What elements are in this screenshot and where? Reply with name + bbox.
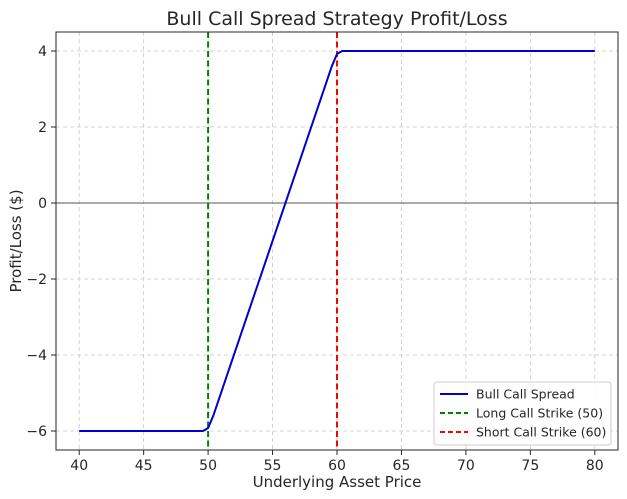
x-tick-label: 70 [457, 458, 475, 474]
legend-label-long-call-strike: Long Call Strike (50) [476, 406, 603, 421]
chart-title: Bull Call Spread Strategy Profit/Loss [166, 8, 507, 30]
y-tick-label: 0 [38, 196, 47, 212]
x-tick-label: 40 [70, 458, 88, 474]
x-tick-label: 80 [586, 458, 604, 474]
y-tick-label: −2 [26, 272, 47, 288]
x-axis-ticks: 40 45 50 55 60 65 70 75 80 [70, 450, 604, 474]
x-tick-label: 50 [199, 458, 217, 474]
legend-box [433, 381, 612, 446]
x-axis-label: Underlying Asset Price [253, 473, 422, 491]
x-tick-label: 60 [328, 458, 346, 474]
series-layer [79, 50, 595, 432]
legend-label-bull-call-spread: Bull Call Spread [476, 387, 575, 402]
legend: Bull Call Spread Long Call Strike (50) S… [433, 381, 612, 446]
x-tick-label: 75 [521, 458, 539, 474]
y-tick-label: −6 [26, 424, 47, 440]
y-axis-label: Profit/Loss ($) [7, 189, 25, 292]
x-tick-label: 45 [135, 458, 153, 474]
legend-label-short-call-strike: Short Call Strike (60) [476, 425, 606, 440]
reference-lines [56, 32, 618, 450]
series-line-bull-call-spread [79, 50, 595, 432]
y-tick-label: 4 [38, 44, 47, 60]
y-tick-label: −4 [26, 348, 47, 364]
y-axis-ticks: −6 −4 −2 0 2 4 [26, 44, 56, 440]
y-tick-label: 2 [38, 120, 47, 136]
x-tick-label: 65 [393, 458, 411, 474]
x-tick-label: 55 [264, 458, 282, 474]
